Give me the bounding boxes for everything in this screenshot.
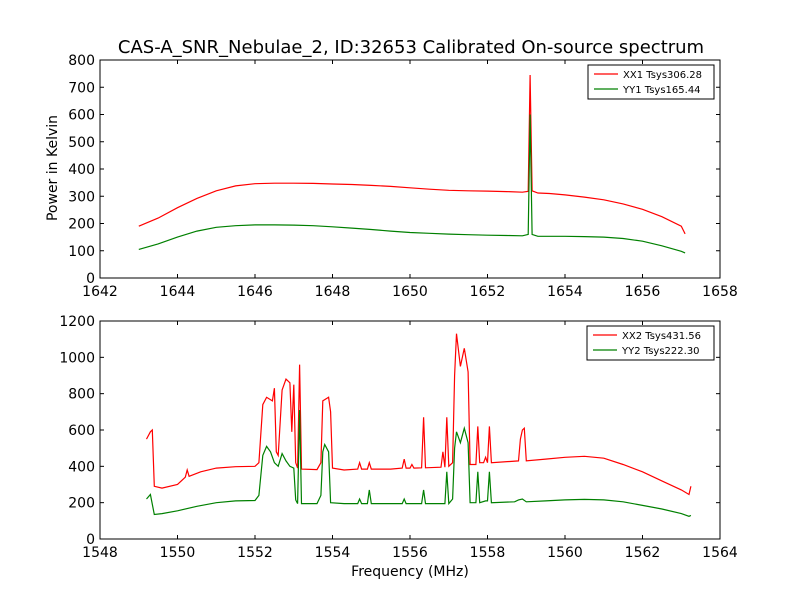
- y-tick-label: 800: [68, 387, 95, 403]
- top-plot: 1642 1644 1646 1648 1650 1652 1654 1656 1658 0 100…: [68, 53, 738, 300]
- y-tick-label: 1000: [59, 350, 95, 366]
- x-tick-label: 1654: [547, 284, 583, 300]
- y-tick-label: 800: [68, 53, 95, 69]
- x-tick-label: 1554: [315, 545, 351, 561]
- x-tick-label: 1648: [315, 284, 351, 300]
- series-line-1: [145, 333, 692, 496]
- legend: XX2 Tsys431.56 YY2 Tsys222.30: [586, 325, 715, 361]
- x-tick-label: 1650: [392, 284, 428, 300]
- y-tick-label: 400: [68, 459, 95, 475]
- legend-box: [586, 325, 715, 361]
- top-y-axis-label: Power in Kelvin: [45, 115, 61, 221]
- y-tick-label: 1200: [59, 314, 95, 330]
- y-tick-label: 400: [68, 162, 95, 178]
- legend-label: YY2 Tsys222.30: [621, 346, 700, 357]
- series-line-1: [138, 74, 686, 235]
- x-tick-label: 1658: [702, 284, 738, 300]
- x-tick-label: 1550: [160, 545, 196, 561]
- x-tick-label: 1656: [625, 284, 661, 300]
- x-tick-label: 1562: [625, 545, 661, 561]
- y-tick-label: 300: [68, 189, 95, 205]
- bottom-plot: 1548 1550 1552 1554 1556 1558 1560 1562 1564 0 200…: [59, 314, 738, 561]
- y-tick-label: 200: [68, 496, 95, 512]
- chart-title: CAS-A_SNR_Nebulae_2, ID:32653 Calibrated…: [118, 37, 704, 58]
- legend: XX1 Tsys306.28 YY1 Tsys165.44: [587, 64, 715, 100]
- x-tick-label: 1564: [702, 545, 738, 561]
- y-tick-label: 0: [86, 271, 95, 287]
- x-tick-label: 1642: [82, 284, 118, 300]
- x-tick-label: 1552: [237, 545, 273, 561]
- legend-label: YY1 Tsys165.44: [622, 85, 701, 96]
- x-tick-label: 1556: [392, 545, 428, 561]
- legend-label: XX2 Tsys431.56: [622, 331, 701, 342]
- x-tick-label: 1558: [470, 545, 506, 561]
- y-tick-label: 200: [68, 217, 95, 233]
- series-line-2: [138, 114, 686, 254]
- y-tick-label: 100: [68, 244, 95, 260]
- legend-label: XX1 Tsys306.28: [623, 70, 702, 81]
- y-tick-label: 500: [68, 135, 95, 151]
- x-tick-label: 1560: [547, 545, 583, 561]
- series-line-2: [146, 409, 692, 517]
- x-tick-label: 1644: [160, 284, 196, 300]
- x-tick-label: 1548: [82, 545, 118, 561]
- y-tick-label: 600: [68, 423, 95, 439]
- legend-box: [587, 64, 715, 100]
- x-tick-label: 1646: [237, 284, 273, 300]
- y-tick-label: 600: [68, 108, 95, 124]
- y-tick-label: 700: [68, 80, 95, 96]
- bottom-x-axis-label: Frequency (MHz): [351, 564, 469, 580]
- y-tick-label: 0: [86, 532, 95, 548]
- x-tick-label: 1652: [470, 284, 506, 300]
